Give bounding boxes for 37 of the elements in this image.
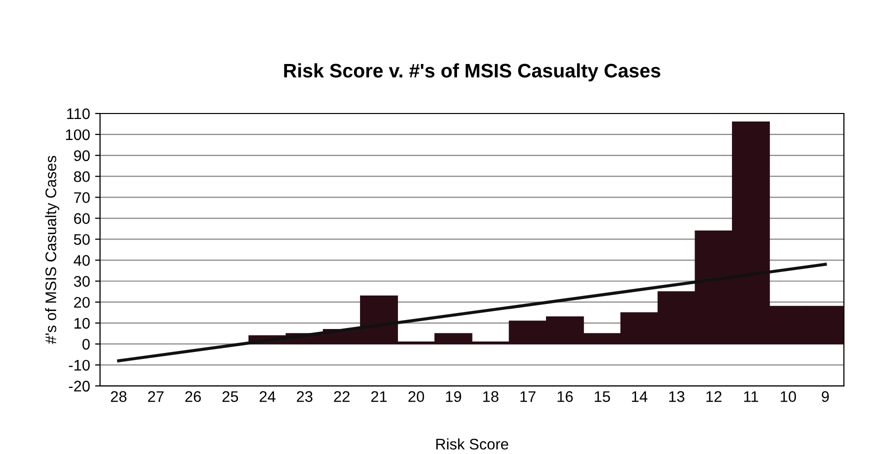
y-tick-label: 90 (74, 150, 90, 162)
x-tick-label: 13 (669, 391, 684, 402)
y-tick-label: 50 (74, 234, 90, 245)
y-tick-label: 70 (74, 192, 90, 203)
y-tick-label: 110 (67, 108, 90, 120)
x-tick-label: 26 (185, 391, 201, 402)
y-tick-label: 20 (74, 296, 90, 308)
x-tick-label: 27 (148, 391, 164, 402)
y-axis-title: #'s of MSIS Casualty Cases (45, 156, 60, 344)
x-tick-label: 11 (744, 391, 758, 402)
x-tick-label: 18 (483, 391, 498, 402)
x-tick-label: 23 (296, 391, 312, 402)
x-tick-label: 15 (594, 391, 610, 402)
x-tick-label: 12 (706, 391, 722, 402)
x-tick-label: 22 (334, 391, 350, 402)
x-tick-label: 21 (371, 391, 387, 402)
x-tick-label: 19 (446, 391, 462, 402)
y-tick-label: 80 (74, 171, 90, 182)
y-tick-label: 100 (66, 129, 90, 140)
x-tick-label: 9 (822, 391, 829, 402)
x-axis-title: Risk Score (436, 438, 508, 450)
y-tick-label: 30 (74, 276, 90, 287)
y-tick-label: 10 (74, 318, 90, 329)
x-tick-label: 10 (780, 391, 796, 402)
y-tick-label: 0 (82, 338, 90, 350)
x-tick-label: 17 (520, 391, 536, 402)
x-tick-label: 25 (222, 391, 238, 402)
x-tick-label: 24 (260, 391, 276, 402)
y-tick-label: -20 (68, 380, 90, 392)
y-tick-label: 60 (74, 213, 90, 224)
x-tick-label: 28 (110, 391, 126, 402)
chart-title: Risk Score v. #'s of MSIS Casualty Cases (284, 63, 660, 82)
y-tick-label: -10 (68, 360, 90, 371)
y-tick-label: 40 (74, 255, 90, 266)
x-tick-label: 20 (408, 391, 424, 402)
x-tick-label: 16 (558, 391, 573, 402)
x-tick-label: 14 (632, 391, 648, 402)
